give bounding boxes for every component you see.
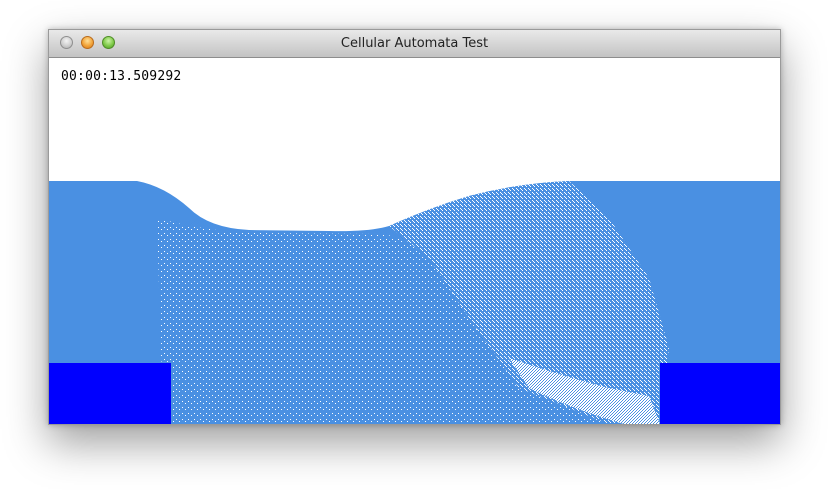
water-bubbles-left: [157, 218, 609, 424]
title-bar[interactable]: Cellular Automata Test: [49, 30, 780, 58]
left-solid-block: [49, 363, 171, 424]
app-window: Cellular Automata Test: [48, 29, 781, 425]
water-spray: [509, 358, 660, 424]
right-solid-block: [660, 363, 780, 424]
elapsed-time-readout: 00:00:13.509292: [61, 69, 182, 84]
window-title: Cellular Automata Test: [340, 36, 489, 51]
simulation-canvas: [49, 181, 780, 424]
zoom-button[interactable]: [102, 36, 115, 49]
close-button[interactable]: [60, 36, 73, 49]
minimize-button[interactable]: [81, 36, 94, 49]
simulation-view: 00:00:13.509292: [49, 58, 780, 424]
water-bubbles-right: [389, 181, 669, 424]
